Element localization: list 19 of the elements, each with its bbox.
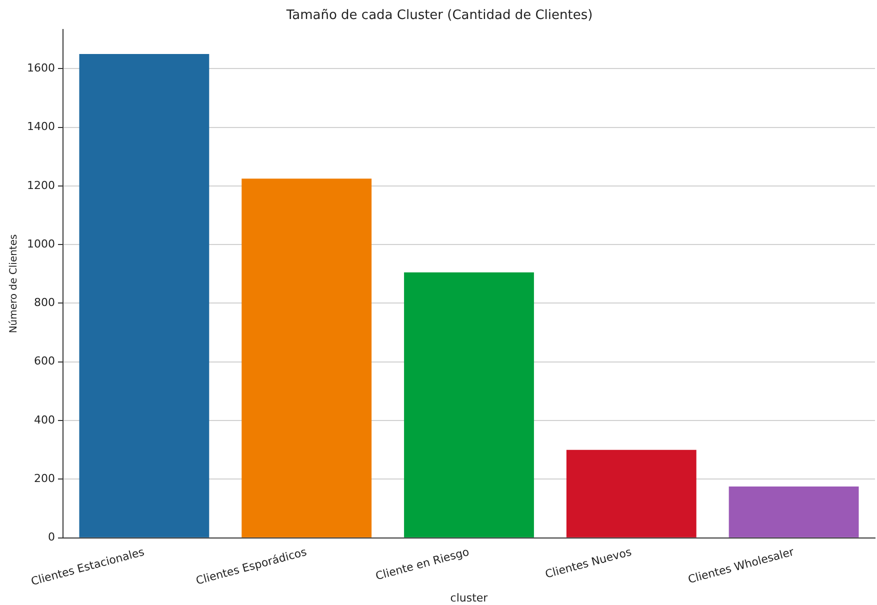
bar (79, 54, 210, 538)
x-tick-label: Clientes Nuevos (544, 545, 634, 581)
bar (404, 272, 534, 538)
x-axis-title: cluster (450, 591, 488, 604)
y-tick-label: 1400 (26, 120, 55, 134)
y-axis-title: Número de Clientes (8, 234, 20, 334)
y-tick-label: 600 (34, 354, 55, 368)
bar (728, 486, 859, 538)
y-tick-label: 1200 (26, 178, 55, 192)
y-tick-label: 1600 (26, 61, 55, 74)
y-tick-label: 800 (34, 296, 55, 310)
bar (566, 450, 696, 538)
y-tick-label: 1000 (26, 237, 55, 250)
chart-title: Tamaño de cada Cluster (Cantidad de Clientes) (285, 8, 593, 24)
y-tick-label: 400 (34, 413, 55, 426)
x-tick-label: Cliente en Riesgo (374, 545, 471, 583)
bar (242, 178, 372, 538)
y-tick-label: 200 (34, 472, 55, 486)
y-tick-label: 0 (48, 530, 55, 544)
